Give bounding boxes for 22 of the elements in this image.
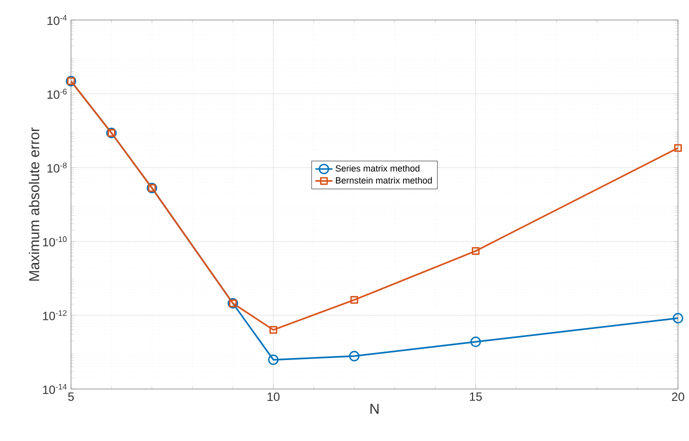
- y-tick-label: 10$^{-14}$: [43, 384, 67, 394]
- y-tick-label: 10$^{-6}$: [48, 88, 67, 99]
- y-tick-label: 10$^{-4}$: [48, 15, 67, 25]
- x-tick-label: 5: [68, 392, 74, 401]
- point: [269, 326, 278, 334]
- point: [470, 336, 481, 348]
- y-tick-label: 10$^{-8}$: [48, 162, 67, 173]
- point: [268, 354, 279, 366]
- y-axis-title: Maximum absolute error: [28, 127, 40, 281]
- x-axis-title: N: [370, 404, 379, 414]
- legend-label: Series matrix method: [336, 165, 420, 172]
- x-tick-label: 15: [470, 392, 482, 401]
- point: [348, 350, 360, 362]
- y-tick-label: 10$^{-10}$: [43, 236, 67, 246]
- point: [672, 312, 684, 324]
- x-tick-label: 10: [268, 392, 280, 401]
- point: [674, 144, 682, 152]
- legend-label: Bernstein matrix method: [336, 176, 432, 184]
- y-tick-label: 10$^{-12}$: [43, 310, 67, 320]
- x-tick-label: 20: [672, 392, 684, 401]
- point: [472, 247, 480, 255]
- point: [350, 296, 358, 304]
